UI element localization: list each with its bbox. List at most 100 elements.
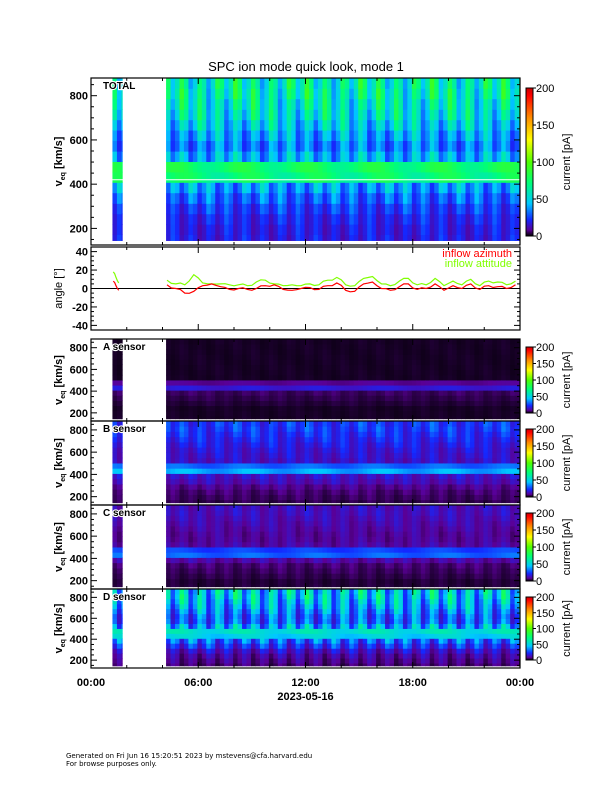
heatmap-cell bbox=[215, 182, 221, 194]
heatmap-cell bbox=[322, 161, 328, 173]
heatmap-cell bbox=[425, 400, 431, 407]
heatmap-cell bbox=[273, 499, 279, 504]
heatmap-cell bbox=[487, 452, 493, 459]
heatmap-cell bbox=[483, 447, 489, 453]
heatmap-cell bbox=[237, 364, 243, 371]
heatmap-cell bbox=[112, 98, 118, 110]
heatmap-cell bbox=[416, 483, 422, 490]
heatmap-cell bbox=[166, 109, 171, 121]
heatmap-cell bbox=[304, 447, 310, 453]
chart-title: SPC ion mode quick look, mode 1 bbox=[208, 59, 404, 74]
heatmap-cell bbox=[367, 109, 373, 121]
heatmap-cell bbox=[300, 457, 306, 464]
heatmap-cell bbox=[474, 390, 480, 396]
heatmap-cell bbox=[192, 457, 198, 464]
heatmap-cell bbox=[273, 436, 279, 443]
heatmap-cell bbox=[505, 390, 511, 396]
heatmap-cell bbox=[215, 223, 221, 236]
heatmap-cell bbox=[116, 223, 122, 236]
heatmap-cell bbox=[313, 557, 319, 564]
heatmap-cell bbox=[210, 213, 216, 225]
heatmap-cell bbox=[416, 349, 422, 355]
heatmap-cell bbox=[487, 478, 493, 485]
heatmap-cell bbox=[380, 421, 386, 427]
heatmap-cell bbox=[175, 213, 180, 225]
heatmap-cell bbox=[492, 400, 498, 407]
heatmap-cell bbox=[344, 457, 350, 464]
colorbar bbox=[525, 87, 534, 237]
heatmap-cell bbox=[318, 483, 323, 490]
heatmap-cell bbox=[420, 129, 426, 141]
heatmap-cell bbox=[407, 88, 413, 100]
heatmap-cell bbox=[250, 462, 256, 469]
heatmap-cell bbox=[469, 203, 475, 215]
heatmap-cell bbox=[259, 515, 265, 522]
heatmap-cell bbox=[501, 129, 507, 141]
heatmap-cell bbox=[121, 369, 123, 376]
heatmap-cell bbox=[277, 473, 283, 480]
heatmap-cell bbox=[465, 431, 471, 438]
heatmap-cell bbox=[277, 436, 283, 443]
heatmap-cell bbox=[242, 531, 247, 537]
heatmap-cell bbox=[353, 546, 359, 553]
heatmap-cell bbox=[228, 88, 234, 100]
heatmap-cell bbox=[250, 344, 256, 350]
heatmap-cell bbox=[420, 400, 426, 407]
heatmap-cell bbox=[228, 223, 234, 236]
heatmap-cell bbox=[496, 359, 502, 366]
heatmap-cell bbox=[112, 405, 118, 412]
heatmap-cell bbox=[277, 457, 283, 464]
heatmap-cell bbox=[358, 385, 364, 391]
heatmap-cell bbox=[389, 223, 395, 236]
heatmap-cell bbox=[452, 478, 457, 485]
heatmap-cell bbox=[210, 364, 216, 371]
heatmap-cell bbox=[380, 339, 386, 345]
heatmap-cell bbox=[367, 223, 373, 236]
heatmap-cell bbox=[237, 583, 243, 588]
heatmap-cell bbox=[313, 525, 319, 532]
heatmap-cell bbox=[286, 468, 292, 474]
heatmap-cell bbox=[215, 462, 221, 469]
heatmap-cell bbox=[389, 483, 395, 490]
heatmap-cell bbox=[282, 541, 288, 548]
heatmap-cell bbox=[175, 385, 180, 391]
heatmap-cell bbox=[474, 150, 480, 163]
heatmap-cell bbox=[183, 379, 189, 386]
heatmap-cell bbox=[416, 98, 422, 110]
heatmap-cell bbox=[411, 374, 417, 381]
heatmap-cell bbox=[264, 354, 270, 360]
heatmap-cell bbox=[201, 462, 207, 469]
heatmap-cell bbox=[358, 578, 364, 585]
heatmap-cell bbox=[461, 462, 466, 469]
heatmap-cell bbox=[456, 473, 462, 480]
heatmap-cell bbox=[331, 161, 337, 173]
heatmap-cell bbox=[259, 415, 265, 420]
heatmap-cell bbox=[282, 473, 288, 480]
heatmap-cell bbox=[492, 109, 498, 121]
heatmap-cell bbox=[358, 344, 364, 350]
heatmap-cell bbox=[371, 182, 377, 194]
heatmap-cell bbox=[210, 541, 216, 548]
heatmap-cell bbox=[197, 339, 203, 345]
heatmap-cell bbox=[407, 354, 413, 360]
heatmap-cell bbox=[434, 98, 440, 110]
heatmap-cell bbox=[210, 78, 216, 89]
heatmap-cell bbox=[425, 359, 431, 366]
heatmap-cell bbox=[496, 462, 502, 469]
heatmap-cell bbox=[385, 98, 390, 110]
heatmap-cell bbox=[166, 400, 171, 407]
heatmap-cell bbox=[407, 171, 413, 183]
heatmap-cell bbox=[255, 182, 261, 194]
heatmap-cell bbox=[443, 192, 449, 204]
heatmap-cell bbox=[335, 552, 341, 558]
heatmap-cell bbox=[313, 98, 319, 110]
heatmap-cell bbox=[250, 578, 256, 585]
heatmap-cell bbox=[219, 489, 225, 495]
heatmap-cell bbox=[505, 150, 511, 163]
heatmap-cell bbox=[353, 182, 359, 194]
heatmap-cell bbox=[175, 441, 180, 448]
heatmap-cell bbox=[179, 203, 185, 215]
heatmap-cell bbox=[192, 583, 198, 588]
heatmap-cell bbox=[210, 192, 216, 204]
